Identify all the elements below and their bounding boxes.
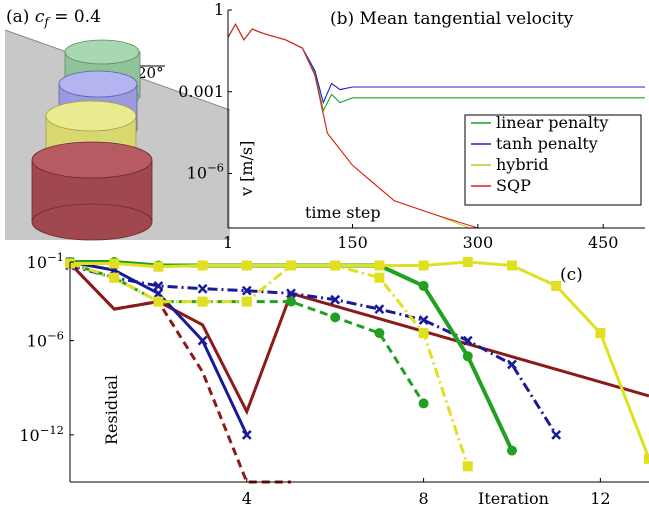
- c-point: [462, 351, 473, 362]
- panel-b-ylabel: v [m/s]: [237, 141, 256, 197]
- c-point: [506, 445, 517, 456]
- b-series-1: [227, 23, 645, 105]
- c-point: [506, 260, 517, 271]
- c-point: [418, 398, 429, 409]
- c-point: [153, 296, 164, 307]
- c-series-7: [69, 262, 470, 467]
- c-point: [330, 260, 341, 271]
- panel-a: 20° (a) cf = 0.4: [4, 7, 231, 241]
- c-point: [551, 429, 562, 440]
- panel-c-title: (c): [560, 265, 583, 285]
- c-point: [197, 283, 208, 294]
- b-series-0: [227, 23, 645, 113]
- c-xtick-label: 8: [418, 489, 428, 508]
- panel-b-xlabel: time step: [305, 203, 381, 222]
- panel-a-title: (a) cf = 0.4: [6, 7, 101, 29]
- c-point: [418, 280, 429, 291]
- c-point: [285, 296, 296, 307]
- c-point: [462, 257, 473, 267]
- c-ytick-label: 10−12: [19, 423, 64, 445]
- legend-label: SQP: [496, 176, 531, 195]
- c-point: [595, 328, 606, 339]
- angle-label: 20°: [137, 64, 164, 82]
- c-point: [551, 280, 562, 291]
- c-point: [109, 272, 120, 283]
- b-ytick-label: 0.001: [178, 82, 224, 101]
- panel-c-ylabel: Residual: [102, 375, 121, 445]
- c-point: [374, 304, 385, 315]
- c-point: [241, 285, 252, 296]
- b-series-3: [227, 23, 479, 229]
- red-disc: [31, 141, 153, 241]
- c-ytick-label: 10−6: [27, 329, 64, 351]
- c-point: [462, 335, 473, 346]
- b-ytick-label: 10−6: [187, 161, 224, 183]
- c-xtick-label: 12: [590, 489, 610, 508]
- c-point: [374, 328, 385, 339]
- panel-c-ticks: 4 8 12 10−1 10−6 10−12: [19, 250, 610, 508]
- c-point: [197, 335, 208, 346]
- c-point: [507, 359, 517, 370]
- b-xtick-label: 1: [223, 233, 233, 252]
- c-point: [374, 272, 385, 283]
- legend-label: tanh penalty: [496, 134, 598, 153]
- c-series-6: [70, 260, 649, 460]
- panel-c-xlabel: Iteration: [478, 489, 549, 508]
- c-point: [241, 429, 252, 440]
- c-point: [241, 296, 252, 307]
- legend-box: [464, 114, 642, 206]
- c-point: [374, 260, 385, 271]
- panel-b-title: (b) Mean tangential velocity: [330, 9, 574, 29]
- b-ytick-label: 1: [214, 0, 224, 19]
- legend-label: linear penalty: [496, 113, 608, 132]
- c-point: [330, 312, 341, 323]
- b-xtick-label: 450: [588, 233, 619, 252]
- c-point: [153, 281, 164, 291]
- panel-b-ticks: 1 150 300 450 1 0.001 10−6: [178, 0, 618, 252]
- c-point: [109, 258, 120, 269]
- c-point: [418, 260, 429, 271]
- panel-b-series: [227, 23, 645, 229]
- c-series-3: [69, 264, 558, 436]
- c-ytick-label: 10−1: [27, 250, 64, 272]
- c-point: [418, 328, 429, 339]
- panel-b-legend: linear penalty tanh penalty hybrid SQP: [464, 113, 642, 206]
- c-xtick-label: 4: [242, 489, 252, 508]
- panel-c-series: [65, 257, 649, 484]
- c-series-2: [69, 260, 249, 436]
- c-point: [462, 461, 473, 472]
- b-series-2: [227, 23, 470, 229]
- c-point: [197, 296, 208, 307]
- c-point: [330, 294, 341, 305]
- c-point: [153, 261, 164, 272]
- b-xtick-label: 300: [463, 233, 494, 252]
- c-point: [285, 260, 296, 271]
- b-xtick-label: 150: [337, 233, 368, 252]
- legend-label: hybrid: [496, 155, 549, 174]
- c-point: [644, 453, 649, 464]
- c-series-5: [69, 262, 425, 405]
- c-point: [418, 315, 429, 326]
- c-point: [241, 260, 252, 271]
- c-point: [197, 260, 208, 271]
- panel-b: 1 150 300 450 1 0.001 10−6 (b) Mean tangential…: [178, 0, 645, 252]
- c-series-1: [68, 262, 291, 484]
- c-point: [286, 288, 296, 299]
- panel-c: 4 8 12 10−1 10−6 10−12 (c) Iteration Residual: [19, 250, 649, 508]
- c-point: [153, 288, 164, 299]
